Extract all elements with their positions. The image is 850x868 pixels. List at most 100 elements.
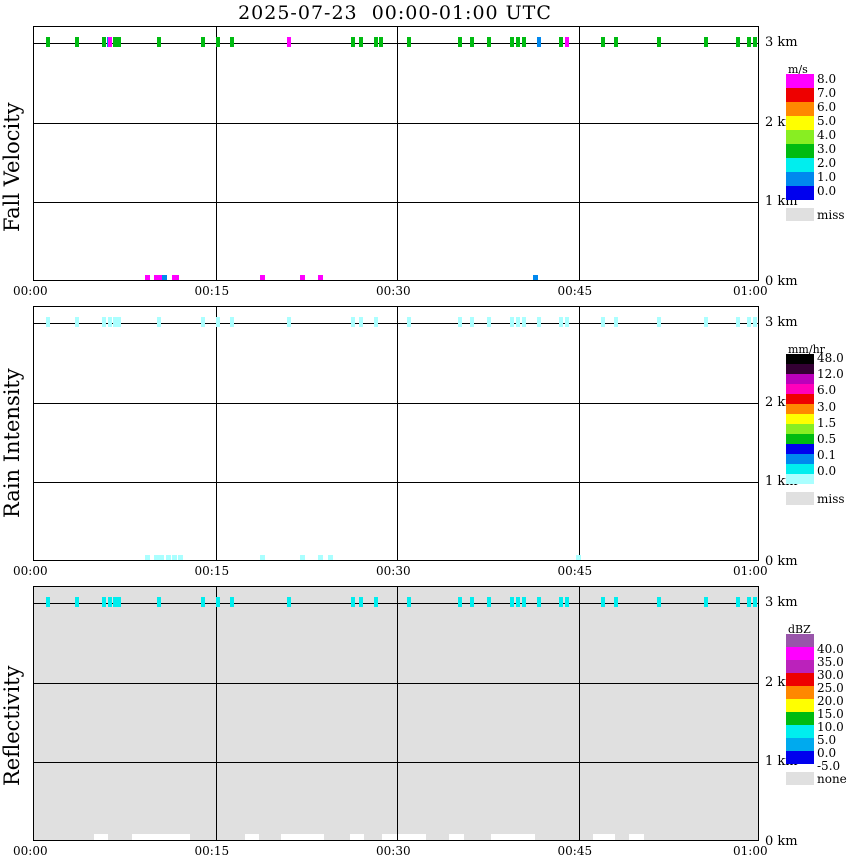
data-cell xyxy=(153,555,159,560)
data-cell xyxy=(200,36,205,47)
colorbar-tick-label: 4.0 xyxy=(817,128,837,142)
data-cell xyxy=(735,316,740,327)
data-cell xyxy=(165,555,171,560)
data-cell xyxy=(469,36,474,47)
ground-clutter-cell xyxy=(132,834,191,840)
data-cell xyxy=(537,596,542,607)
colorbar-tick-label: 5.0 xyxy=(817,733,837,747)
colorbar-band xyxy=(786,686,814,699)
data-cell xyxy=(521,596,526,607)
x-axis-tick-label: 00:45 xyxy=(557,284,593,298)
data-cell xyxy=(112,316,117,327)
x-axis-tick-label: 00:45 xyxy=(557,564,593,578)
data-cell xyxy=(601,596,606,607)
colorbar-band xyxy=(786,172,814,186)
gridline-horizontal xyxy=(34,122,758,124)
data-cell xyxy=(704,316,709,327)
y-axis-tick-label: 0 km xyxy=(765,274,798,289)
data-cell xyxy=(359,316,364,327)
gridline-vertical xyxy=(397,587,398,840)
x-axis-tick-label: 01:00 xyxy=(733,844,768,858)
colorbar-missing-label: none xyxy=(817,772,847,786)
colorbar-swatches xyxy=(786,74,814,200)
data-cell xyxy=(509,316,514,327)
ground-clutter-cell xyxy=(449,834,464,840)
data-cell xyxy=(101,596,106,607)
colorbar-band xyxy=(786,634,814,647)
gridline-horizontal xyxy=(34,322,758,324)
data-cell xyxy=(107,316,112,327)
data-cell xyxy=(300,555,306,560)
panel-reflectivity xyxy=(33,586,759,841)
data-cell xyxy=(486,316,491,327)
panel-rain-intensity xyxy=(33,306,759,561)
panel-fall-velocity xyxy=(33,26,759,281)
data-cell xyxy=(300,275,306,280)
data-cell xyxy=(46,316,51,327)
panel-background xyxy=(34,587,758,840)
gridline-horizontal xyxy=(34,402,758,404)
colorbar-band xyxy=(786,712,814,725)
colorbar-tick-label: 8.0 xyxy=(817,72,837,86)
data-cell xyxy=(532,275,538,280)
colorbar-tick-label: 10.0 xyxy=(817,720,844,734)
colorbar-missing-swatch xyxy=(786,208,814,221)
colorbar-reflectivity: dBZ 40.0 35.0 30.0 25.0 20.0 15.0 10.0 5.0 0.0 -5.… xyxy=(786,624,850,794)
gridline-horizontal xyxy=(34,602,758,604)
ground-clutter-cell xyxy=(280,834,325,840)
data-cell xyxy=(704,596,709,607)
data-cell xyxy=(318,275,324,280)
data-cell xyxy=(230,596,235,607)
x-axis-tick-label: 00:45 xyxy=(557,844,593,858)
y-axis-tick-label: 0 km xyxy=(765,554,798,569)
data-cell xyxy=(509,36,514,47)
colorbar-band xyxy=(786,414,814,424)
data-cell xyxy=(406,36,411,47)
x-axis-tick-label: 01:00 xyxy=(733,284,768,298)
data-cell xyxy=(75,36,80,47)
colorbar-band xyxy=(786,394,814,404)
data-cell xyxy=(359,36,364,47)
data-cell xyxy=(704,36,709,47)
data-cell xyxy=(565,596,570,607)
data-cell xyxy=(735,596,740,607)
data-cell xyxy=(174,275,180,280)
data-cell xyxy=(374,36,378,47)
data-cell xyxy=(486,36,491,47)
data-cell xyxy=(374,596,378,607)
panel-label-fall-velocity: Fall Velocity xyxy=(0,101,24,232)
data-cell xyxy=(117,596,122,607)
colorbar-band xyxy=(786,384,814,394)
colorbar-band xyxy=(786,474,814,484)
colorbar-band xyxy=(786,144,814,158)
y-axis-tick-label: 3 km xyxy=(765,594,798,610)
data-cell xyxy=(260,275,266,280)
colorbar-band xyxy=(786,444,814,454)
colorbar-tick-label: 7.0 xyxy=(817,86,837,100)
data-cell xyxy=(457,316,462,327)
data-cell xyxy=(286,316,291,327)
x-axis-tick-label: 00:15 xyxy=(194,844,230,858)
data-cell xyxy=(46,36,51,47)
data-cell xyxy=(318,555,324,560)
colorbar-tick-label: 0.0 xyxy=(817,464,837,479)
data-cell xyxy=(565,36,570,47)
data-cell xyxy=(521,36,526,47)
gridline-vertical xyxy=(215,307,217,560)
x-axis-tick-label: 00:00 xyxy=(13,844,48,858)
data-cell xyxy=(752,316,757,327)
colorbar-missing-label: miss xyxy=(817,492,845,506)
data-cell xyxy=(46,596,51,607)
colorbar-band xyxy=(786,374,814,384)
colorbar-band xyxy=(786,699,814,712)
data-cell xyxy=(559,596,564,607)
colorbar-tick-label: 3.0 xyxy=(817,142,837,156)
data-cell xyxy=(230,36,235,47)
ground-clutter-cell xyxy=(629,834,644,840)
colorbar-tick-label: 6.0 xyxy=(817,100,837,114)
data-cell xyxy=(157,596,162,607)
data-cell xyxy=(75,596,80,607)
colorbar-band xyxy=(786,102,814,116)
ground-clutter-cell xyxy=(244,834,260,840)
ground-clutter-cell xyxy=(93,834,109,840)
